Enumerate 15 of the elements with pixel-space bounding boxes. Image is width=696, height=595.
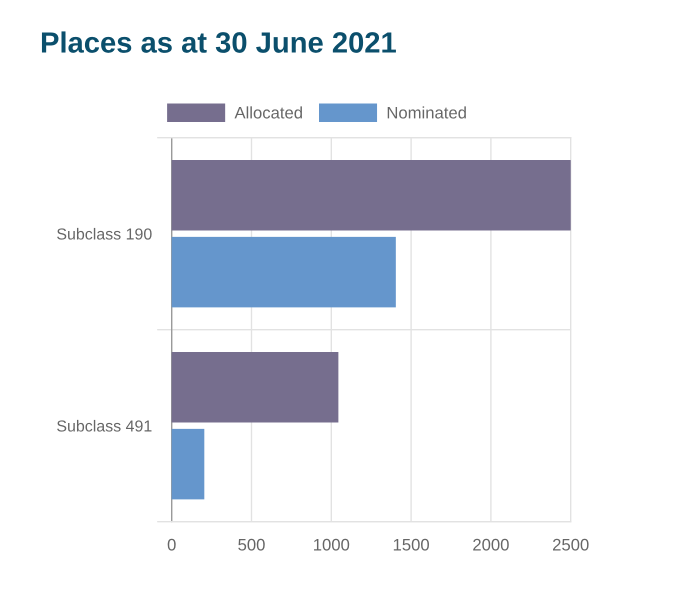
x-tick-label: 2000	[473, 538, 509, 551]
x-tick-label: 1500	[394, 538, 429, 551]
x-tick-label: 500	[238, 538, 265, 551]
x-tick-label: 2500	[553, 538, 589, 551]
bar	[172, 160, 571, 231]
x-tick-label: 0	[168, 538, 176, 551]
bar	[172, 236, 396, 308]
bar	[172, 428, 204, 500]
chart-title: Places as at 30 June 2021	[42, 31, 396, 53]
bar	[172, 352, 338, 423]
legend-label: Nominated	[388, 106, 466, 119]
y-tick-label: Subclass 190	[57, 228, 152, 240]
y-tick-label: Subclass 491	[57, 420, 152, 432]
x-tick-label: 1000	[314, 538, 350, 551]
legend-label: Allocated	[234, 106, 302, 119]
